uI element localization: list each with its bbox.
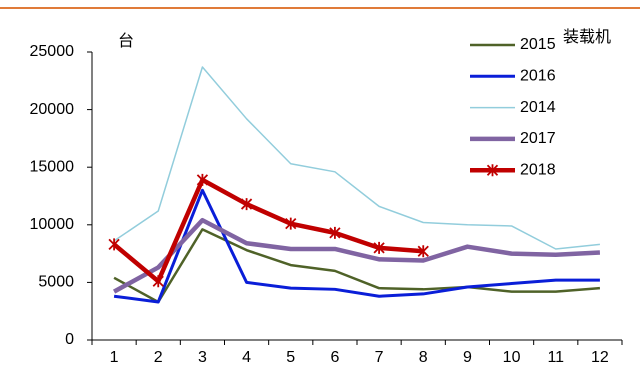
marker (329, 226, 341, 239)
x-tick-label: 10 (503, 349, 521, 365)
x-tick-label: 2 (154, 349, 163, 365)
y-tick-label: 5000 (38, 274, 74, 291)
marker (373, 241, 385, 254)
x-tick-label: 6 (330, 349, 339, 365)
legend-label: 2015 (520, 36, 556, 53)
y-tick-label: 15000 (30, 158, 75, 175)
series-line (113, 188, 600, 304)
marker (108, 238, 120, 251)
marker (486, 164, 499, 177)
marker (285, 217, 297, 230)
x-tick-label: 4 (242, 349, 251, 365)
marker (196, 173, 209, 186)
y-unit: 台 (118, 32, 134, 50)
y-tick-label: 20000 (30, 101, 75, 118)
series-line (113, 228, 601, 304)
y-tick-label: 0 (65, 331, 74, 348)
marker (152, 275, 164, 288)
series-line (113, 217, 601, 294)
x-tick-label: 5 (286, 349, 295, 365)
x-tick-label: 11 (547, 349, 564, 365)
x-tick-label: 1 (110, 349, 119, 365)
x-tick-label: 9 (463, 349, 472, 365)
legend-label: 2014 (520, 99, 556, 116)
legend-label: 2017 (520, 130, 556, 147)
x-tick-label: 8 (419, 349, 428, 365)
annotation: 装载机 (563, 28, 611, 46)
legend-label: 2018 (520, 161, 556, 178)
marker (240, 198, 253, 211)
marker (417, 245, 429, 258)
x-tick-label: 7 (375, 349, 384, 365)
series-line (112, 177, 424, 284)
y-tick-label: 10000 (30, 216, 75, 233)
y-tick-label: 25000 (30, 43, 75, 60)
legend-label: 2016 (520, 68, 556, 85)
x-tick-label: 12 (591, 349, 609, 365)
series-line (113, 66, 600, 250)
x-tick-label: 3 (198, 349, 207, 365)
